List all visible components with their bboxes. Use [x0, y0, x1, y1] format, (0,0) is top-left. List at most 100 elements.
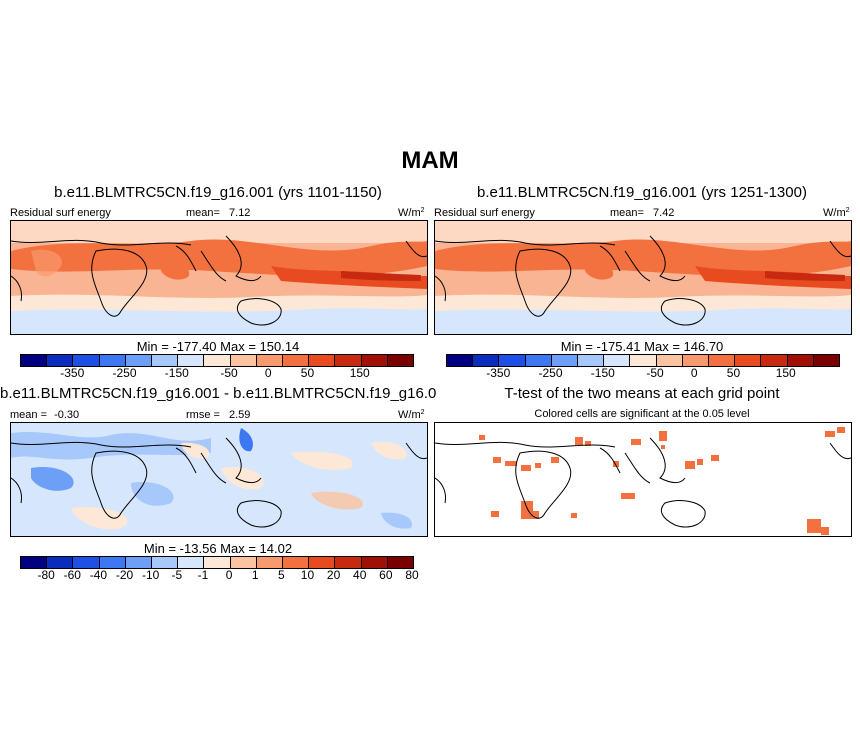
- colorbar-swatch: [656, 355, 683, 366]
- colorbar-swatch: [256, 557, 284, 568]
- colorbar-swatch: [21, 557, 48, 568]
- colorbar-swatch: [204, 557, 231, 568]
- colorbar-swatch: [787, 355, 814, 366]
- colorbar-tick-label: 150: [349, 366, 370, 380]
- colorbar-swatch: [178, 355, 205, 366]
- colorbar-swatch: [361, 557, 388, 568]
- panel2-mean-label: mean=: [610, 207, 644, 219]
- panel1-mean-label: mean=: [186, 207, 220, 219]
- colorbar-tick-label: 50: [300, 366, 315, 380]
- colorbar-tick-label: -10: [141, 568, 160, 582]
- panel3-units: W/m2: [398, 409, 425, 421]
- panel2-units: W/m2: [823, 207, 850, 219]
- colorbar-tick-label: 60: [379, 568, 393, 582]
- colorbar-tick-label: -50: [220, 366, 238, 380]
- colorbar-swatch: [335, 557, 362, 568]
- colorbar-swatch: [447, 355, 474, 366]
- colorbar-swatch: [125, 355, 153, 366]
- colorbar-swatch: [152, 355, 179, 366]
- colorbar-swatch: [47, 557, 74, 568]
- panel1-minmax: Min = -177.40 Max = 150.14: [136, 339, 300, 354]
- colorbar-swatch: [152, 557, 179, 568]
- colorbar-swatch: [283, 355, 310, 366]
- colorbar-tick-label: 0: [690, 366, 698, 380]
- colorbar-swatch: [309, 557, 336, 568]
- colorbar-swatch: [256, 355, 284, 366]
- panel1-title: b.e11.BLMTRC5CN.f19_g16.001 (yrs 1101-11…: [54, 184, 382, 201]
- panel1-colorbar: [20, 354, 414, 367]
- panel3-rmse-value: 2.59: [229, 409, 251, 421]
- panel1-map: [10, 220, 428, 335]
- colorbar-swatch: [735, 355, 762, 366]
- panel2-colorbar-ticks: -350 -250 -150 -50 0 50 150: [446, 366, 838, 380]
- colorbar-tick-label: 0: [264, 366, 272, 380]
- panel3-colorbar: [20, 556, 414, 569]
- panel1-units: W/m2: [398, 207, 425, 219]
- colorbar-swatch: [578, 355, 605, 366]
- panel3-title: b.e11.BLMTRC5CN.f19_g16.001 - b.e11.BLMT…: [0, 385, 436, 402]
- panel2-mean-value: 7.42: [653, 207, 675, 219]
- colorbar-swatch: [499, 355, 526, 366]
- colorbar-swatch: [283, 557, 310, 568]
- panel1-mean-value: 7.12: [229, 207, 251, 219]
- colorbar-swatch: [230, 355, 257, 366]
- figure-title: MAM: [401, 147, 459, 174]
- colorbar-swatch: [682, 355, 710, 366]
- colorbar-tick-label: -40: [89, 568, 108, 582]
- colorbar-tick-label: 0: [225, 568, 233, 582]
- colorbar-swatch: [73, 557, 100, 568]
- colorbar-tick-label: -50: [646, 366, 664, 380]
- colorbar-swatch: [525, 355, 552, 366]
- panel1-mean: mean= 7.12: [186, 207, 250, 219]
- panel1-variable: Residual surf energy: [10, 207, 111, 219]
- colorbar-swatch: [604, 355, 631, 366]
- colorbar-swatch: [21, 355, 48, 366]
- colorbar-tick-label: -20: [115, 568, 134, 582]
- colorbar-swatch: [473, 355, 500, 366]
- panel3-colorbar-ticks: -80 -60 -40 -20 -10 -5 -1 0 1 5 10 20 40 60 80: [20, 568, 418, 582]
- colorbar-swatch: [204, 355, 231, 366]
- colorbar-tick-label: 5: [277, 568, 285, 582]
- colorbar-tick-label: -60: [63, 568, 81, 582]
- colorbar-swatch: [125, 557, 153, 568]
- colorbar-swatch: [387, 355, 414, 366]
- colorbar-tick-label: 80: [405, 568, 419, 582]
- panel1-colorbar-ticks: -350 -250 -150 -50 0 50 150: [20, 366, 412, 380]
- colorbar-swatch: [551, 355, 579, 366]
- panel2-variable: Residual surf energy: [434, 207, 535, 219]
- panel3-minmax: Min = -13.56 Max = 14.02: [143, 541, 293, 556]
- colorbar-tick-label: -80: [37, 568, 55, 582]
- panel2-map: [434, 220, 852, 335]
- colorbar-tick-label: -250: [538, 366, 563, 380]
- panel3-mean-value: -0.30: [54, 409, 80, 421]
- colorbar-tick-label: 50: [726, 366, 741, 380]
- colorbar-swatch: [99, 355, 126, 366]
- colorbar-tick-label: -150: [164, 366, 189, 380]
- colorbar-tick-label: -350: [486, 366, 511, 380]
- colorbar-tick-label: -1: [197, 568, 209, 582]
- panel2-mean: mean= 7.42: [610, 207, 674, 219]
- panel4-title: T-test of the two means at each grid poi…: [504, 385, 780, 402]
- colorbar-tick-label: 20: [326, 568, 341, 582]
- colorbar-tick-label: -350: [60, 366, 85, 380]
- colorbar-swatch: [813, 355, 840, 366]
- panel3-mean: mean = -0.30: [10, 409, 79, 421]
- panel3-rmse: rmse = 2.59: [186, 409, 250, 421]
- colorbar-tick-label: -150: [590, 366, 615, 380]
- panel4-subtitle: Colored cells are significant at the 0.0…: [534, 408, 750, 420]
- colorbar-swatch: [309, 355, 336, 366]
- colorbar-swatch: [47, 355, 74, 366]
- colorbar-tick-label: -5: [171, 568, 183, 582]
- panel3-map: [10, 422, 428, 537]
- colorbar-tick-label: 150: [775, 366, 796, 380]
- colorbar-tick-label: -250: [112, 366, 137, 380]
- panel2-minmax: Min = -175.41 Max = 146.70: [560, 339, 724, 354]
- colorbar-tick-label: 10: [300, 568, 315, 582]
- colorbar-swatch: [335, 355, 362, 366]
- colorbar-swatch: [761, 355, 788, 366]
- panel2-colorbar: [446, 354, 840, 367]
- colorbar-swatch: [387, 557, 414, 568]
- colorbar-swatch: [361, 355, 388, 366]
- panel3-rmse-label: rmse =: [186, 409, 220, 421]
- colorbar-swatch: [709, 355, 736, 366]
